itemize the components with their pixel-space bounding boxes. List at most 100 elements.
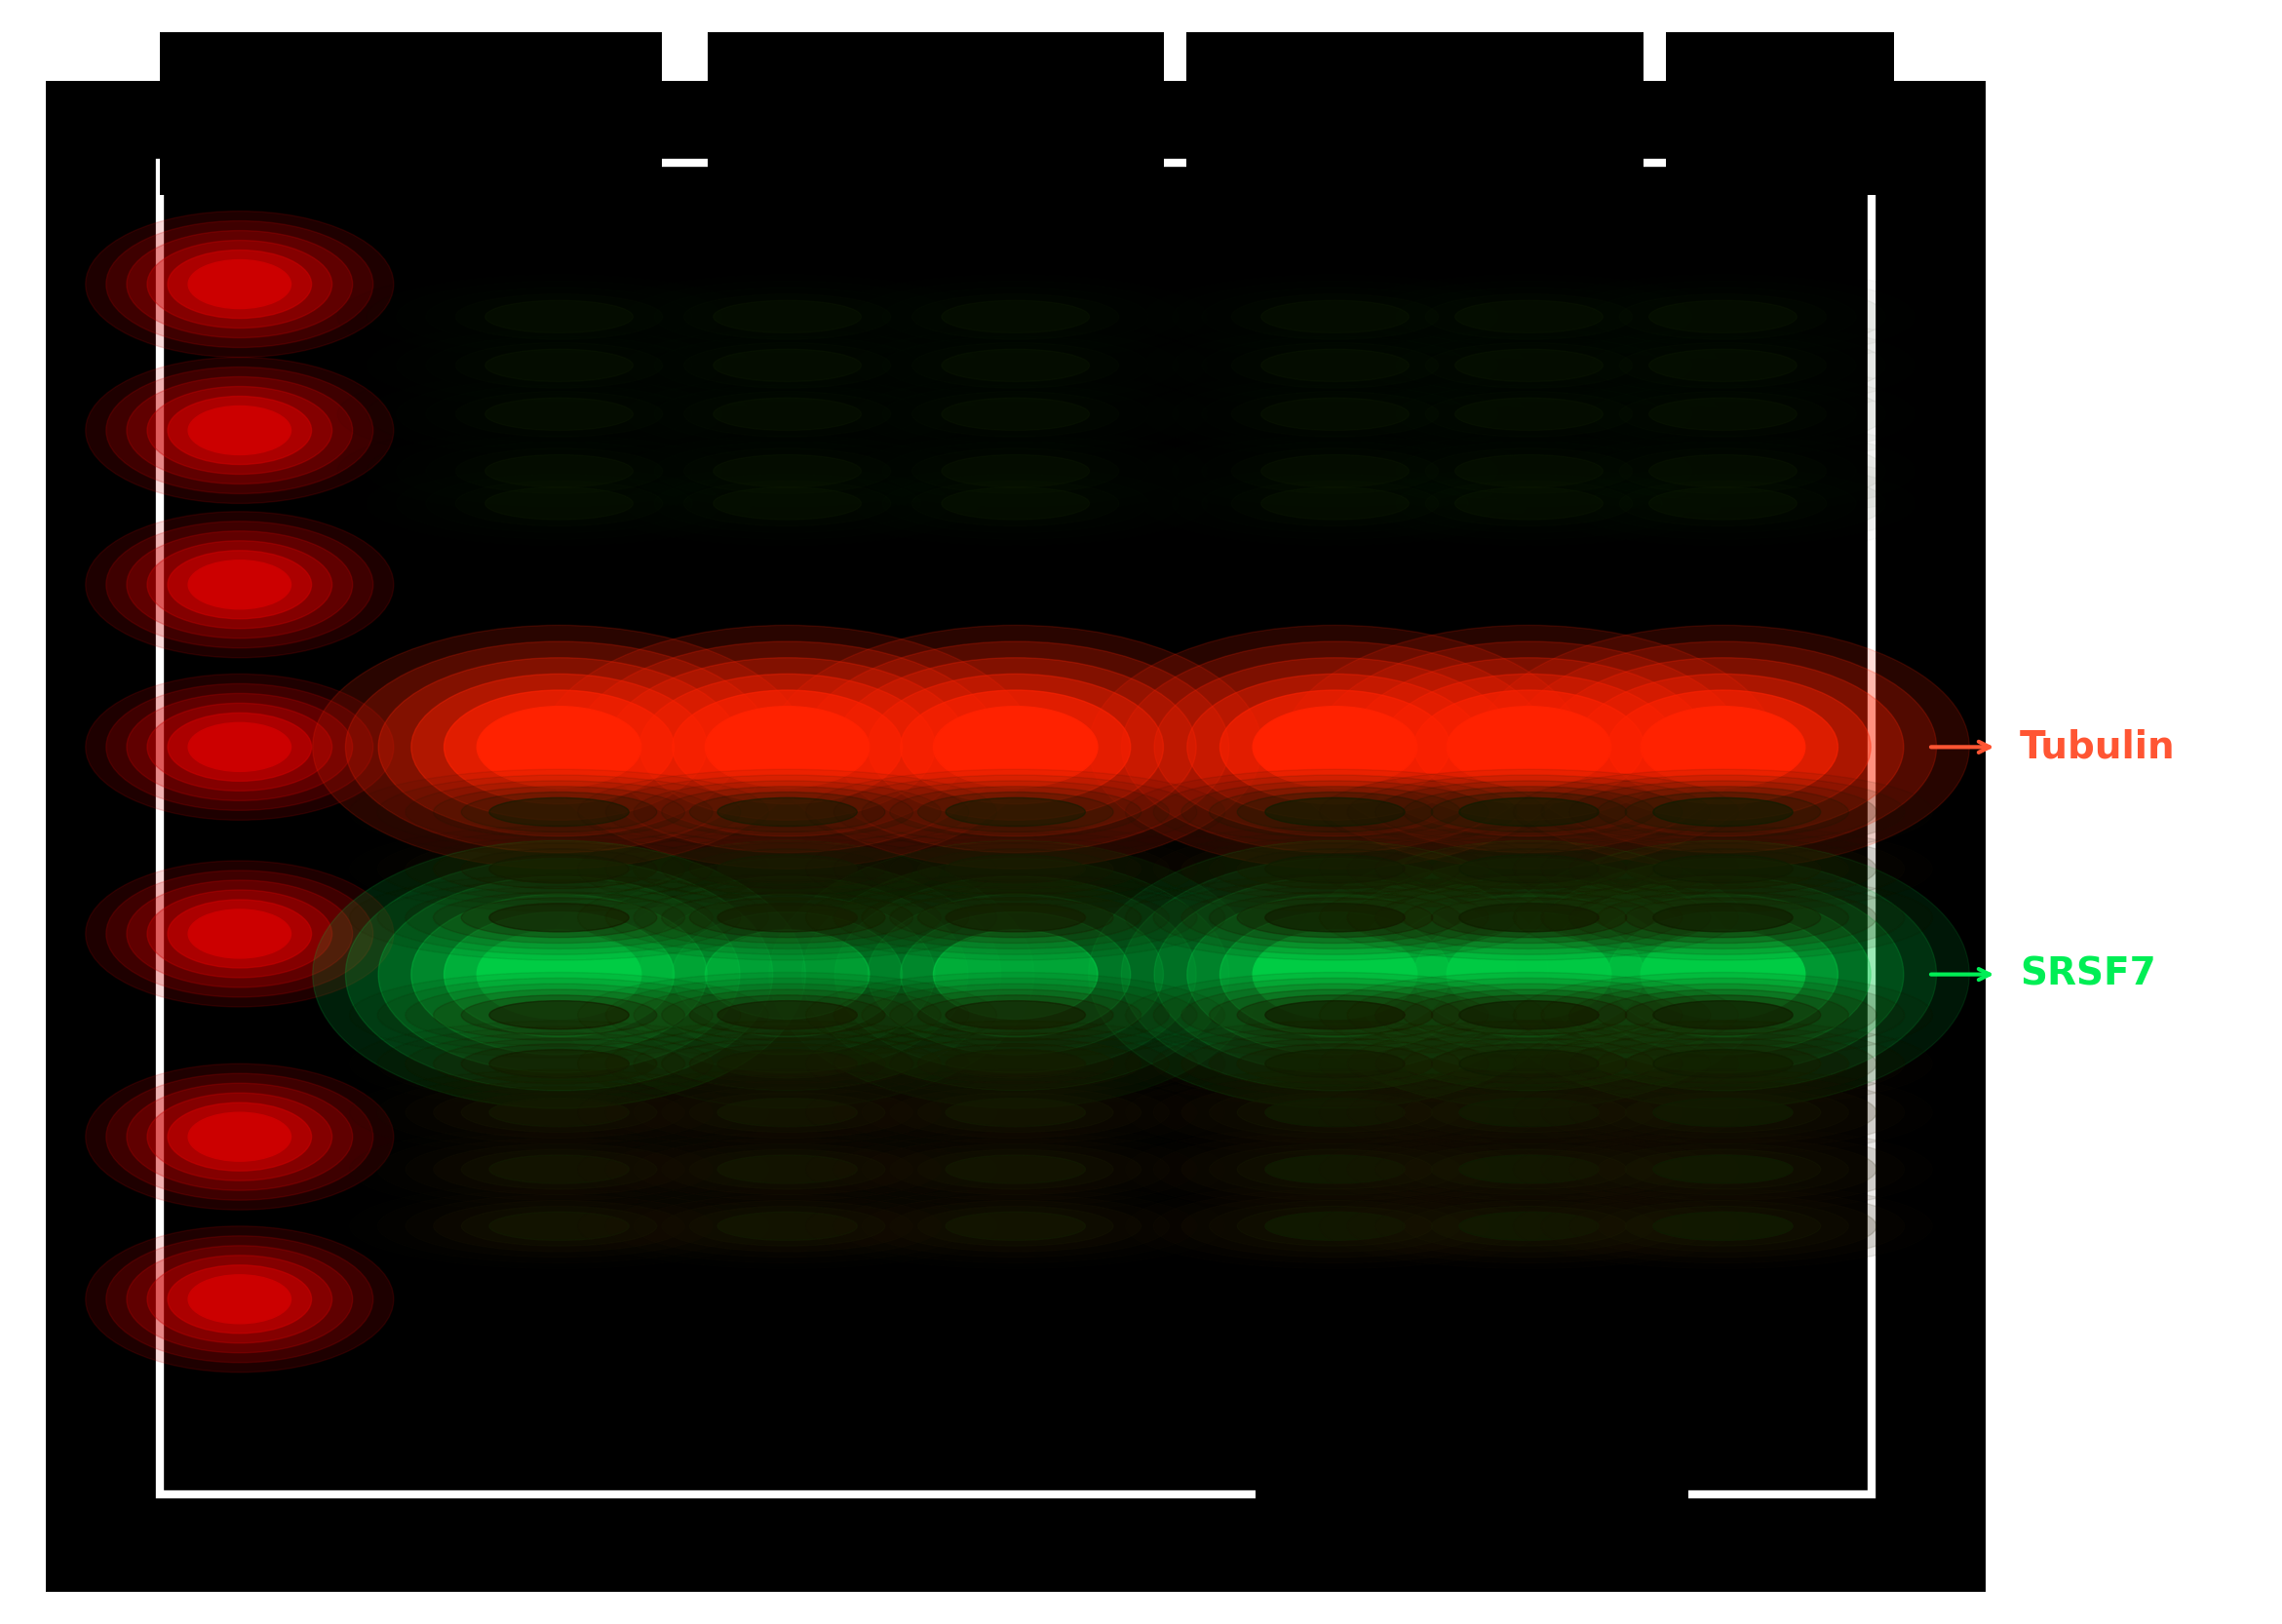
Ellipse shape [84,861,393,1007]
Ellipse shape [662,1086,913,1138]
Ellipse shape [1209,892,1460,944]
Ellipse shape [605,978,970,1052]
Ellipse shape [1650,487,1796,520]
Ellipse shape [1152,1132,1518,1207]
Ellipse shape [1203,336,1467,395]
Ellipse shape [1431,898,1627,937]
Ellipse shape [863,1138,1168,1200]
Ellipse shape [714,398,860,430]
Ellipse shape [345,857,774,1091]
Ellipse shape [1403,786,1654,838]
Ellipse shape [863,781,1168,843]
Ellipse shape [662,843,913,895]
Ellipse shape [406,781,712,843]
Ellipse shape [933,929,1098,1020]
Ellipse shape [1458,1155,1600,1184]
Ellipse shape [1346,880,1712,955]
Ellipse shape [605,775,970,849]
Ellipse shape [146,240,333,328]
Ellipse shape [1237,793,1433,831]
Ellipse shape [1415,913,1643,1036]
Ellipse shape [1152,1189,1518,1263]
Ellipse shape [427,474,691,533]
Ellipse shape [945,1098,1086,1127]
Ellipse shape [1540,1189,1905,1263]
Ellipse shape [714,300,860,333]
Ellipse shape [863,781,1168,843]
Ellipse shape [486,455,632,487]
Ellipse shape [1264,1000,1406,1030]
Ellipse shape [1650,300,1796,333]
Ellipse shape [406,984,712,1046]
Ellipse shape [1376,1082,1682,1143]
Ellipse shape [883,287,1148,346]
Ellipse shape [945,1000,1086,1030]
Ellipse shape [1458,1098,1600,1127]
Ellipse shape [917,1207,1114,1246]
Ellipse shape [714,487,860,520]
Ellipse shape [1237,793,1433,831]
Ellipse shape [377,1132,742,1207]
Ellipse shape [917,898,1114,937]
Ellipse shape [488,1049,630,1078]
Ellipse shape [1155,658,1515,836]
Ellipse shape [169,396,310,464]
Ellipse shape [1346,1026,1712,1101]
Ellipse shape [890,1143,1141,1195]
Ellipse shape [673,690,901,804]
Ellipse shape [662,989,913,1041]
Ellipse shape [634,781,940,843]
Ellipse shape [1125,827,1545,911]
Ellipse shape [1431,849,1627,888]
Ellipse shape [1381,674,1677,820]
Ellipse shape [717,1049,858,1078]
Ellipse shape [461,996,657,1034]
Ellipse shape [541,841,1034,1108]
Ellipse shape [1376,984,1682,1046]
Ellipse shape [1376,887,1682,948]
Ellipse shape [1346,978,1712,1052]
Ellipse shape [486,398,632,430]
Ellipse shape [863,838,1168,900]
Ellipse shape [945,1212,1086,1241]
Ellipse shape [917,1207,1114,1246]
Ellipse shape [634,781,940,843]
Ellipse shape [634,1195,940,1257]
Ellipse shape [1458,903,1600,932]
Ellipse shape [1620,343,1826,388]
Ellipse shape [1458,1155,1600,1184]
Ellipse shape [705,706,869,788]
Ellipse shape [1209,1038,1460,1090]
Ellipse shape [883,385,1148,443]
Ellipse shape [1591,336,1855,395]
Ellipse shape [662,1143,913,1195]
Ellipse shape [146,1255,333,1343]
Ellipse shape [605,880,970,955]
Ellipse shape [1570,1033,1876,1095]
Ellipse shape [1403,1143,1654,1195]
Ellipse shape [1125,875,1545,960]
Ellipse shape [486,300,632,333]
Ellipse shape [901,690,1130,804]
Ellipse shape [634,887,940,948]
Ellipse shape [434,1200,685,1252]
Ellipse shape [1415,690,1643,804]
Ellipse shape [1431,996,1627,1034]
Ellipse shape [890,892,1141,944]
Ellipse shape [714,455,860,487]
Ellipse shape [456,481,662,526]
Ellipse shape [1346,775,1712,849]
Ellipse shape [1476,625,1969,869]
Ellipse shape [863,1082,1168,1143]
Ellipse shape [406,1033,712,1095]
Ellipse shape [717,797,858,827]
Ellipse shape [1513,973,1933,1057]
Ellipse shape [717,1212,858,1241]
Ellipse shape [1182,887,1488,948]
Ellipse shape [427,385,691,443]
Ellipse shape [461,1150,657,1189]
Ellipse shape [605,1075,970,1150]
Ellipse shape [1376,781,1682,843]
Ellipse shape [689,849,885,888]
Ellipse shape [1403,1200,1654,1252]
